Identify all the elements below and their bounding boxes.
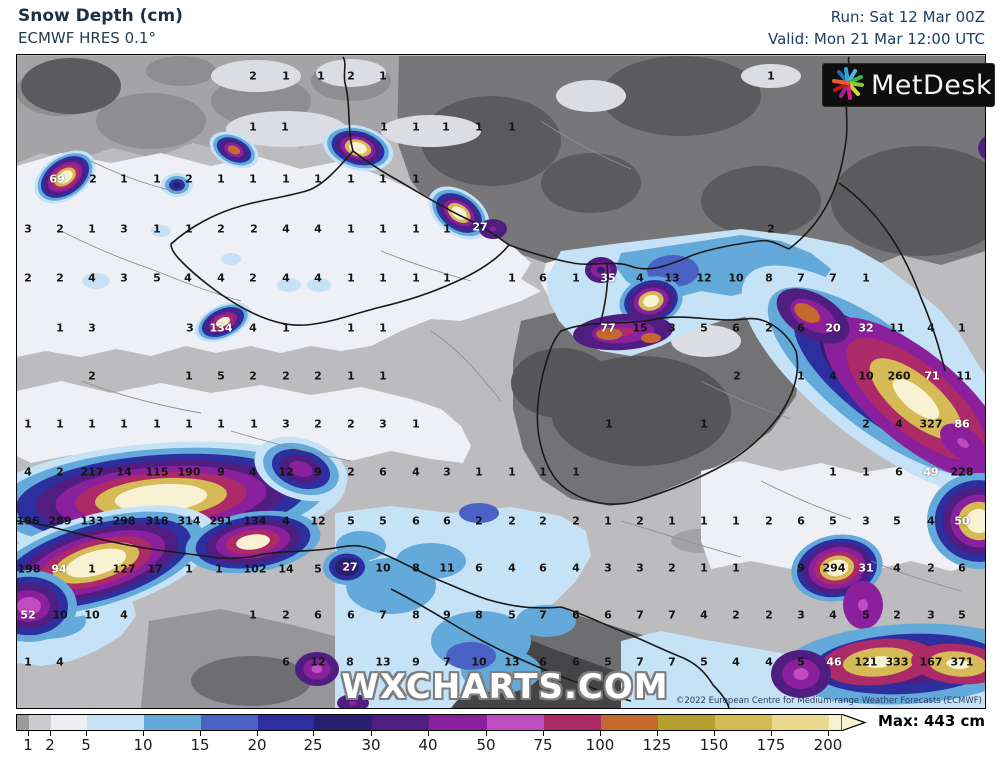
colorbar-label: 30 <box>361 736 381 754</box>
colorbar-label: 10 <box>133 736 153 754</box>
max-value-label: Max: 443 cm <box>878 712 985 730</box>
colorbar-label: 2 <box>45 736 55 754</box>
colorbar-label: 5 <box>81 736 91 754</box>
colorbar-label: 175 <box>756 736 786 754</box>
colorbar-segment <box>314 715 372 730</box>
valid-label: Valid: Mon 21 Mar 12:00 UTC <box>767 30 985 48</box>
colorbar-tick <box>428 731 429 736</box>
model-subtitle: ECMWF HRES 0.1° <box>18 29 156 47</box>
colorbar-label: 75 <box>533 736 553 754</box>
colorbar-segment <box>601 715 658 730</box>
colorbar-segment <box>429 715 487 730</box>
colorbar-segment <box>258 715 314 730</box>
colorbar-tick <box>771 731 772 736</box>
page-title: Snow Depth (cm) <box>18 6 183 26</box>
colorbar-label: 200 <box>813 736 843 754</box>
colorbar-segment <box>772 715 829 730</box>
colorbar-tick <box>714 731 715 736</box>
colorbar-tick <box>657 731 658 736</box>
colorbar-tick <box>486 731 487 736</box>
copyright-text: ©2022 European Centre for Medium-range W… <box>675 696 982 706</box>
colorbar-tick <box>28 731 29 736</box>
colorbar-segment <box>87 715 144 730</box>
metdesk-logo-text: MetDesk <box>871 69 993 101</box>
colorbar-tick <box>371 731 372 736</box>
colorbar-segment <box>829 715 841 730</box>
colorbar-segment <box>201 715 258 730</box>
run-label: Run: Sat 12 Mar 00Z <box>830 8 985 26</box>
colorbar-segment <box>715 715 772 730</box>
colorbar-label: 125 <box>642 736 672 754</box>
colorbar-segment <box>29 715 51 730</box>
metdesk-starburst-icon <box>829 63 867 107</box>
colorbar-label: 40 <box>418 736 438 754</box>
colorbar-segment <box>144 715 201 730</box>
colorbar-tick <box>257 731 258 736</box>
watermark: WXCHARTS.COM <box>341 667 669 707</box>
map-art <box>17 55 985 708</box>
colorbar-tick <box>543 731 544 736</box>
colorbar-tick <box>313 731 314 736</box>
colorbar-arrow <box>841 714 867 731</box>
colorbar-tick <box>86 731 87 736</box>
colorbar-strip <box>16 714 842 731</box>
colorbar-label: 15 <box>190 736 210 754</box>
colorbar-segment <box>17 715 29 730</box>
colorbar-tick <box>600 731 601 736</box>
colorbar-label: 150 <box>699 736 729 754</box>
colorbar-segment <box>544 715 601 730</box>
colorbar-segment <box>51 715 87 730</box>
colorbar-tick <box>143 731 144 736</box>
colorbar-label: 25 <box>303 736 323 754</box>
colorbar-label: 1 <box>23 736 33 754</box>
colorbar-tick <box>50 731 51 736</box>
colorbar-tick <box>200 731 201 736</box>
colorbar-segment <box>658 715 715 730</box>
colorbar-tick <box>828 731 829 736</box>
colorbar-label: 50 <box>476 736 496 754</box>
colorbar-segment <box>372 715 429 730</box>
run-valid-block: Run: Sat 12 Mar 00Z Valid: Mon 21 Mar 12… <box>768 6 985 50</box>
metdesk-logo: MetDesk <box>822 63 995 107</box>
map-canvas: 2 1 1 2 1 1 1 1 1 1 1 1 1 69 2 1 1 2 1 1 1 1 1 1 1 3 2 1 3 1 1 2 2 4 4 1 1 1 1… <box>16 54 986 709</box>
colorbar-label: 100 <box>585 736 615 754</box>
colorbar-label: 20 <box>247 736 267 754</box>
colorbar-segment <box>487 715 544 730</box>
colorbar: 1 2 5 10 15 20 25 30 40 50 75 100 125 150 175 200 <box>16 714 867 754</box>
